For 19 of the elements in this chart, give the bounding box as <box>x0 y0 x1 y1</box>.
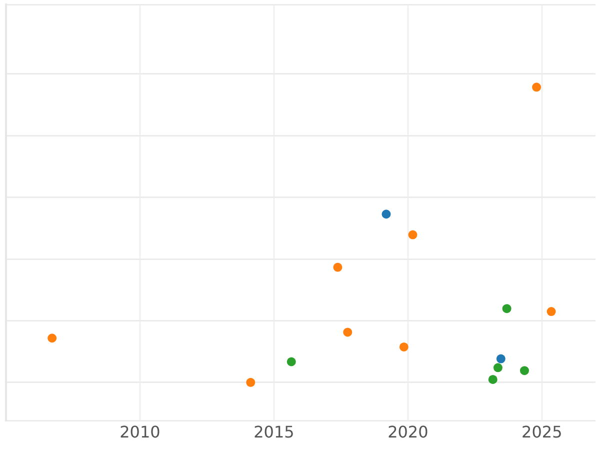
point <box>496 354 506 364</box>
point <box>502 304 512 314</box>
x-tick-label: 2020 <box>388 422 428 442</box>
point <box>493 363 502 372</box>
point <box>546 307 556 316</box>
x-tick-label: 2025 <box>522 422 562 442</box>
point <box>488 374 498 384</box>
point <box>399 342 408 352</box>
point <box>246 378 256 387</box>
point <box>48 334 57 343</box>
point <box>520 366 529 376</box>
point <box>333 262 342 272</box>
x-tick-label: 2010 <box>120 422 160 442</box>
point <box>532 82 542 92</box>
point <box>286 357 296 366</box>
point <box>382 210 391 219</box>
x-tick-label: 2015 <box>254 422 294 442</box>
point <box>343 328 352 337</box>
point <box>408 230 418 240</box>
